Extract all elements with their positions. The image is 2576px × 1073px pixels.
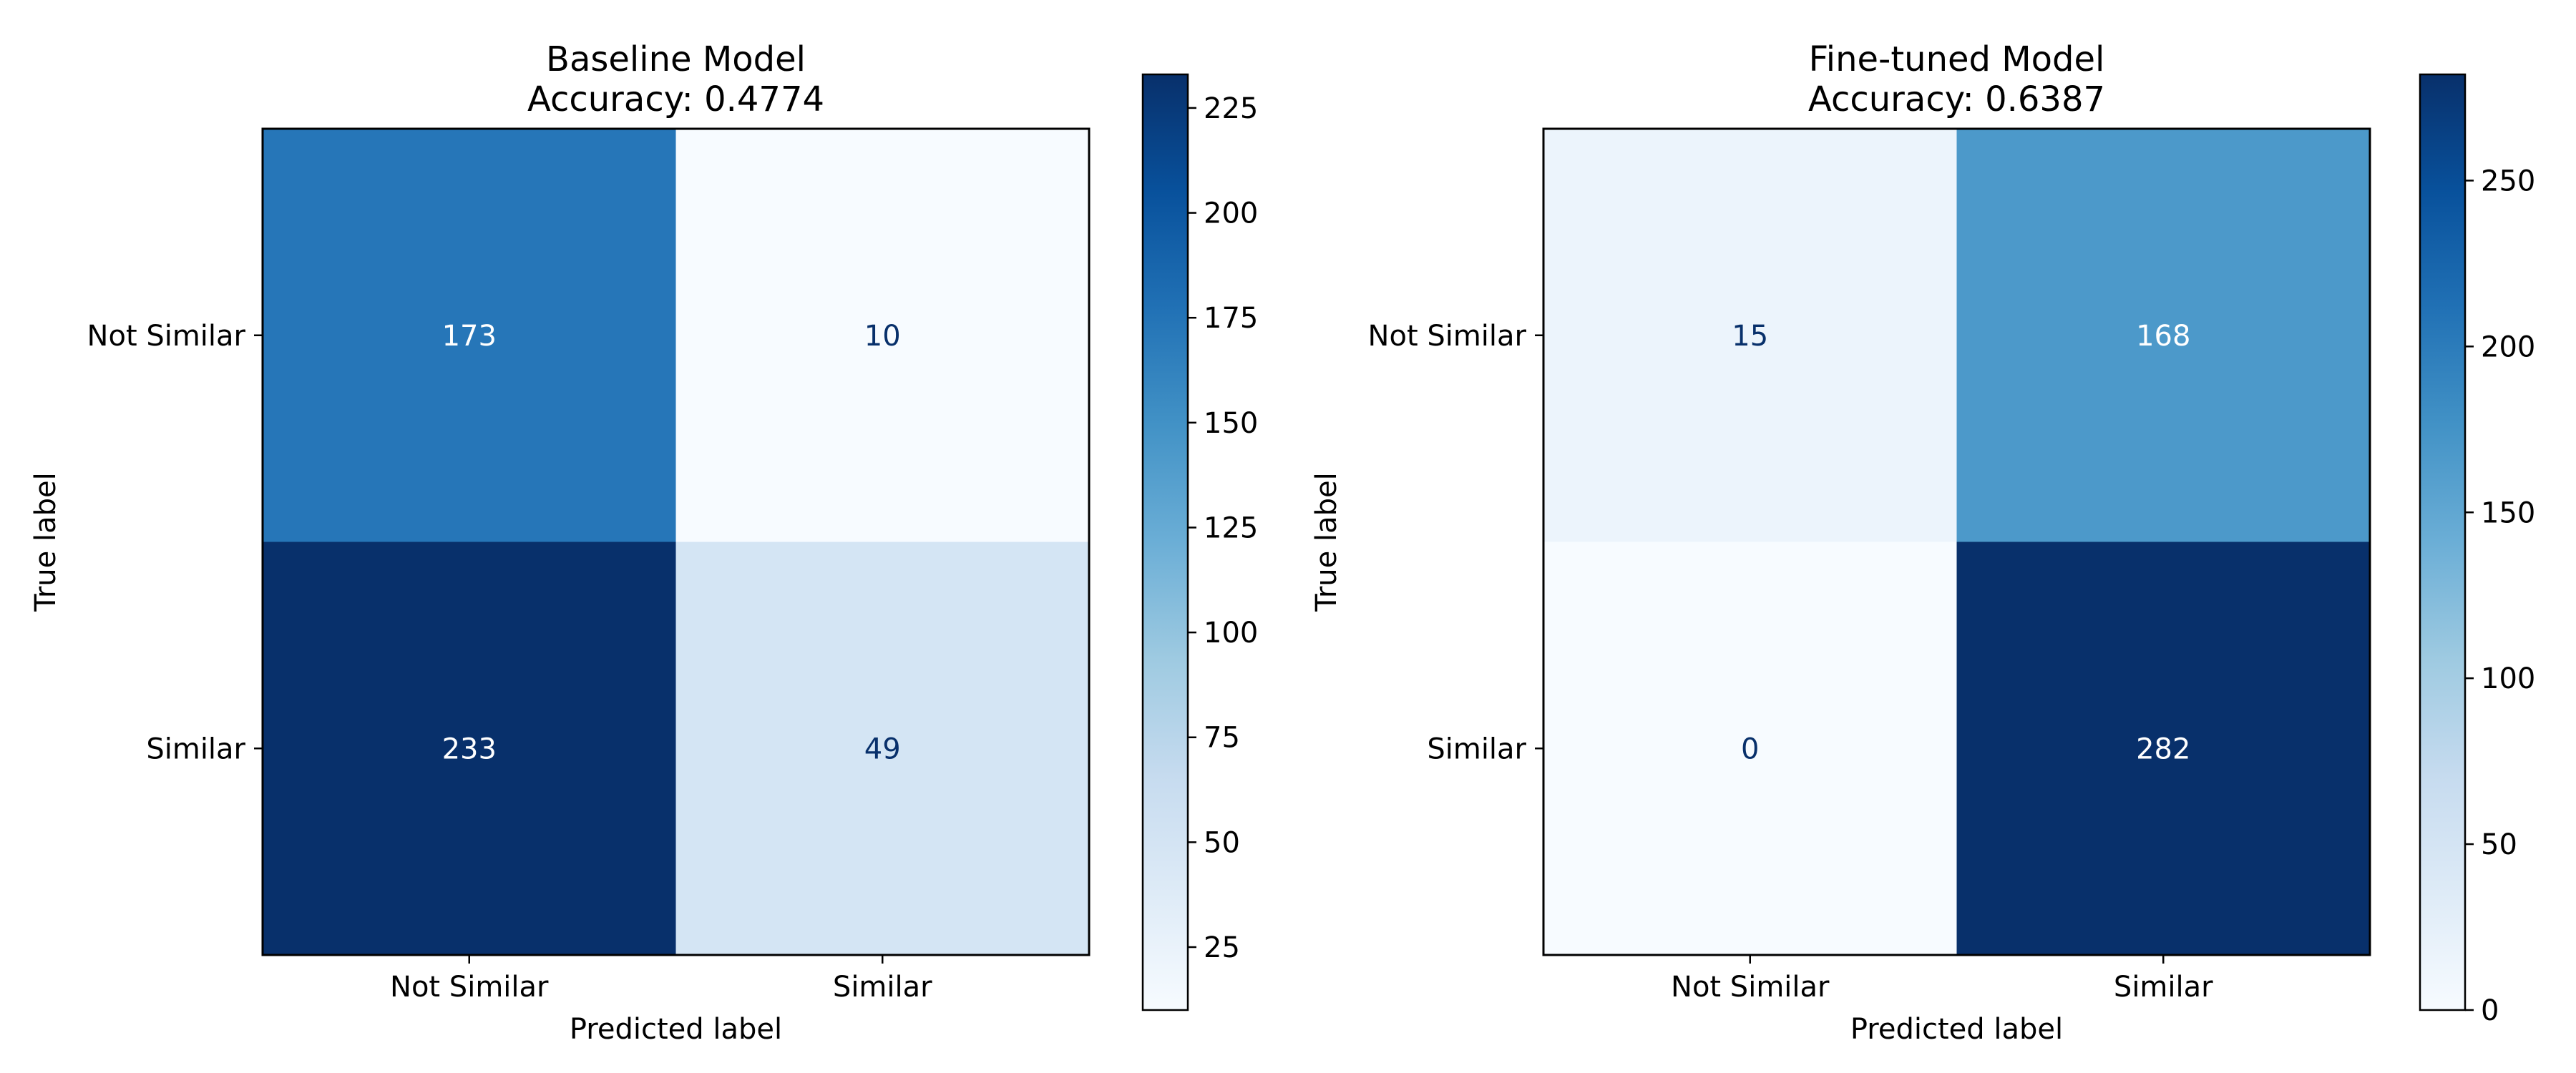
colorbar-tick-label: 50 (2481, 828, 2517, 861)
x-axis-label: Predicted label (1850, 1013, 2063, 1046)
y-tick-label: Similar (146, 733, 245, 765)
colorbar-tick-label: 250 (2481, 165, 2535, 197)
cell-value-label: 282 (2136, 733, 2190, 765)
y-tick-label: Not Similar (87, 320, 246, 353)
colorbar-tick-label: 100 (2481, 662, 2535, 695)
x-tick-label: Not Similar (390, 971, 549, 1004)
y-axis-label: True label (29, 472, 62, 612)
cell-value-label: 173 (442, 320, 497, 353)
chart-subtitle: Accuracy: 0.6387 (1808, 79, 2105, 119)
colorbar-tick-label: 200 (2481, 330, 2535, 363)
y-tick-label: Similar (1427, 733, 1526, 765)
matrix-cell (1543, 542, 1957, 956)
cell-value-label: 168 (2136, 320, 2190, 353)
colorbar-tick-label: 175 (1204, 302, 1258, 335)
colorbar-tick-label: 125 (1204, 511, 1258, 544)
cell-value-label: 49 (864, 733, 901, 765)
y-axis-label: True label (1310, 472, 1343, 612)
colorbar-tick-label: 150 (2481, 496, 2535, 529)
colorbar (1141, 73, 1189, 1011)
matrix-cell (1956, 542, 2371, 956)
y-tick-label: Not Similar (1368, 320, 1527, 353)
axes-frame (1542, 127, 2371, 956)
chart-title: Baseline Model (546, 39, 806, 79)
matrix-cell (675, 129, 1090, 542)
cell-value-label: 233 (442, 733, 497, 765)
matrix-cell (1543, 129, 1957, 542)
axes-frame (261, 127, 1091, 956)
colorbar (2419, 73, 2467, 1011)
colorbar-tick-label: 0 (2481, 994, 2499, 1027)
colorbar-tick-label: 100 (1204, 617, 1258, 650)
x-axis-label: Predicted label (570, 1013, 782, 1046)
x-tick-label: Similar (833, 971, 932, 1004)
matrix-cell (1956, 129, 2371, 542)
x-tick-label: Similar (2114, 971, 2213, 1004)
matrix-cell (263, 129, 676, 542)
matrix-cell (263, 542, 676, 956)
cell-value-label: 10 (864, 320, 901, 353)
colorbar-tick-label: 50 (1204, 826, 1240, 859)
chart-subtitle: Accuracy: 0.4774 (527, 79, 824, 119)
colorbar-tick-label: 225 (1204, 92, 1258, 125)
x-tick-label: Not Similar (1671, 971, 1830, 1004)
colorbar-tick-label: 200 (1204, 197, 1258, 230)
cell-value-label: 0 (1741, 733, 1759, 765)
colorbar-tick-label: 150 (1204, 407, 1258, 440)
colorbar-tick-label: 25 (1204, 931, 1240, 964)
chart-title: Fine-tuned Model (1809, 39, 2105, 79)
colorbar-tick-label: 75 (1204, 722, 1240, 755)
matrix-cell (675, 542, 1090, 956)
cell-value-label: 15 (1732, 320, 1768, 353)
